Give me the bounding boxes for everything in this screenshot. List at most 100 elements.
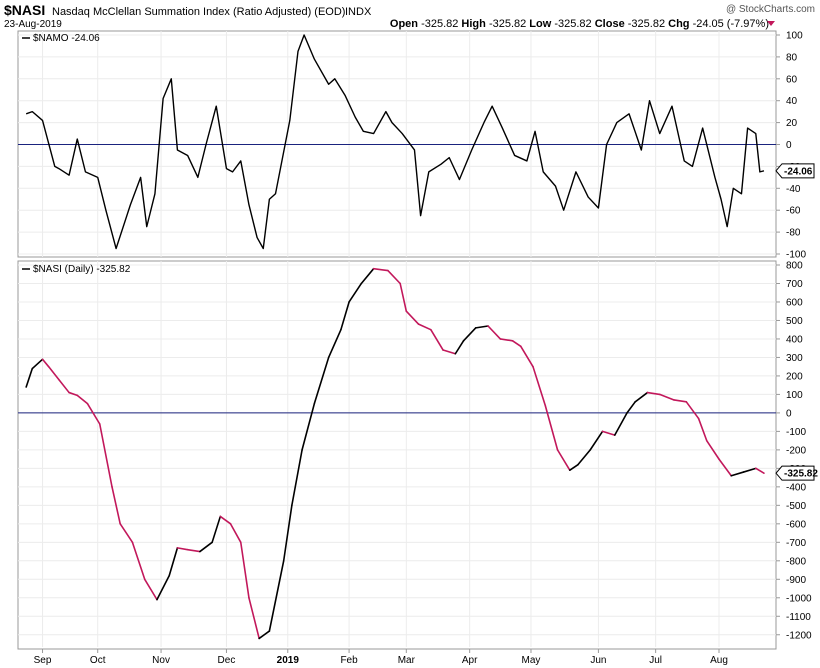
y-tick-label: -100 xyxy=(786,250,806,261)
x-tick-label: Nov xyxy=(152,655,170,666)
nasi-segment xyxy=(199,541,213,553)
nasi-segment xyxy=(685,401,700,420)
nasi-segment xyxy=(111,486,121,525)
y-tick-label: 60 xyxy=(786,74,798,85)
nasi-segment xyxy=(454,339,465,355)
nasi-segment xyxy=(47,365,60,381)
y-tick-label: 800 xyxy=(786,261,803,272)
nasi-segment xyxy=(658,393,675,401)
nasi-segment xyxy=(360,267,375,285)
nasi-segment xyxy=(86,402,101,425)
x-tick-label: Oct xyxy=(90,655,106,666)
grid xyxy=(18,31,776,647)
y-tick-label: -900 xyxy=(786,575,806,586)
nasi-segment xyxy=(156,574,171,601)
namo-line xyxy=(25,34,765,250)
nasi-segment xyxy=(589,430,604,451)
y-tick-label: 80 xyxy=(786,52,798,63)
nasi-segment xyxy=(577,449,592,466)
nasi-segment xyxy=(742,467,757,473)
y-tick-label: 400 xyxy=(786,334,803,345)
nasi-legend: $NASI (Daily) -325.82 xyxy=(22,264,131,275)
svg-text:-325.82: -325.82 xyxy=(784,469,818,480)
y-tick-label: -500 xyxy=(786,501,806,512)
x-tick-label: Mar xyxy=(398,655,416,666)
y-tick-label: -800 xyxy=(786,556,806,567)
nasi-segment xyxy=(131,541,146,581)
y-tick-label: 300 xyxy=(786,353,803,364)
y-tick-label: -400 xyxy=(786,482,806,493)
namo-legend: $NAMO -24.06 xyxy=(22,33,100,44)
nasi-segment xyxy=(98,423,113,488)
nasi-segment xyxy=(313,356,330,405)
x-tick-label: Jun xyxy=(590,655,606,666)
nasi-segment xyxy=(168,547,179,577)
y-tick-label: -700 xyxy=(786,538,806,549)
nasi-segment xyxy=(186,548,201,553)
nasi-segment xyxy=(634,391,649,403)
y-tick-label: 100 xyxy=(786,31,803,42)
namo-legend-text: $NAMO -24.06 xyxy=(33,33,100,44)
namo-series xyxy=(25,34,765,250)
nasi-segment xyxy=(511,339,522,348)
nasi-segment xyxy=(239,541,250,599)
nasi-segment xyxy=(301,402,316,451)
y-tick-label: 200 xyxy=(786,371,803,382)
nasi-segment xyxy=(25,367,34,388)
y-tick-label: -40 xyxy=(786,184,801,195)
nasi-segment xyxy=(268,560,285,632)
nasi-segment xyxy=(601,430,616,436)
nasi-segment xyxy=(248,596,260,640)
nasi-segment xyxy=(372,267,389,272)
nasi-segment xyxy=(340,301,350,331)
ohlc-value: -325.82 xyxy=(628,18,665,30)
nasi-segment xyxy=(119,523,134,544)
nasi-segment xyxy=(697,417,708,442)
nasi-segment xyxy=(143,578,158,601)
nasi-segment xyxy=(176,547,189,551)
ohlc-value: -325.82 xyxy=(554,18,591,30)
nasi-segment xyxy=(442,349,457,355)
y-tick-label: 700 xyxy=(786,279,803,290)
y-tick-label: 40 xyxy=(786,96,798,107)
nasi-segment xyxy=(348,282,363,303)
nasi-segment xyxy=(405,310,420,325)
nasi-segment xyxy=(76,394,89,405)
nasi-segment xyxy=(499,338,514,342)
nasi-segment xyxy=(219,515,232,525)
nasi-segment xyxy=(532,365,547,407)
y-tick-label: 0 xyxy=(786,140,792,151)
ohlc-readout: Open -325.82 High -325.82 Low -325.82 Cl… xyxy=(390,18,769,30)
symbol: $NASI xyxy=(4,2,45,18)
x-tick-label: Dec xyxy=(218,655,236,666)
ohlc-label: Low xyxy=(526,18,554,30)
nasi-segment xyxy=(462,327,477,342)
nasi-segment xyxy=(730,471,745,477)
y-tick-label: -1200 xyxy=(786,630,812,641)
ohlc-label: Chg xyxy=(665,18,693,30)
nasi-segment xyxy=(626,401,637,414)
nasi-segment xyxy=(569,463,579,472)
y-tick-label: -1000 xyxy=(786,593,812,604)
nasi-segment xyxy=(399,282,408,313)
nasi-segment xyxy=(229,523,242,544)
x-tick-label: May xyxy=(522,655,541,666)
watermark: @ StockCharts.com xyxy=(726,4,815,15)
y-tick-label: -200 xyxy=(786,445,806,456)
nasi-segment xyxy=(705,439,720,460)
y-tick-label: -100 xyxy=(786,427,806,438)
y-tick-label: 100 xyxy=(786,390,803,401)
nasi-segment xyxy=(327,328,342,359)
nasi-segment xyxy=(387,269,401,285)
nasi-segment xyxy=(430,328,444,351)
nasi-segment xyxy=(556,449,571,472)
ohlc-value: -24.05 (-7.97%) xyxy=(693,18,769,30)
nasi-segment xyxy=(258,630,271,640)
nasi-segment xyxy=(487,325,502,340)
nasi-segment xyxy=(211,515,222,544)
ohlc-value: -325.82 xyxy=(489,18,526,30)
down-arrow-icon xyxy=(767,21,775,26)
nasi-series xyxy=(25,267,765,640)
namo-last-value-tag: -24.06 xyxy=(775,163,815,179)
